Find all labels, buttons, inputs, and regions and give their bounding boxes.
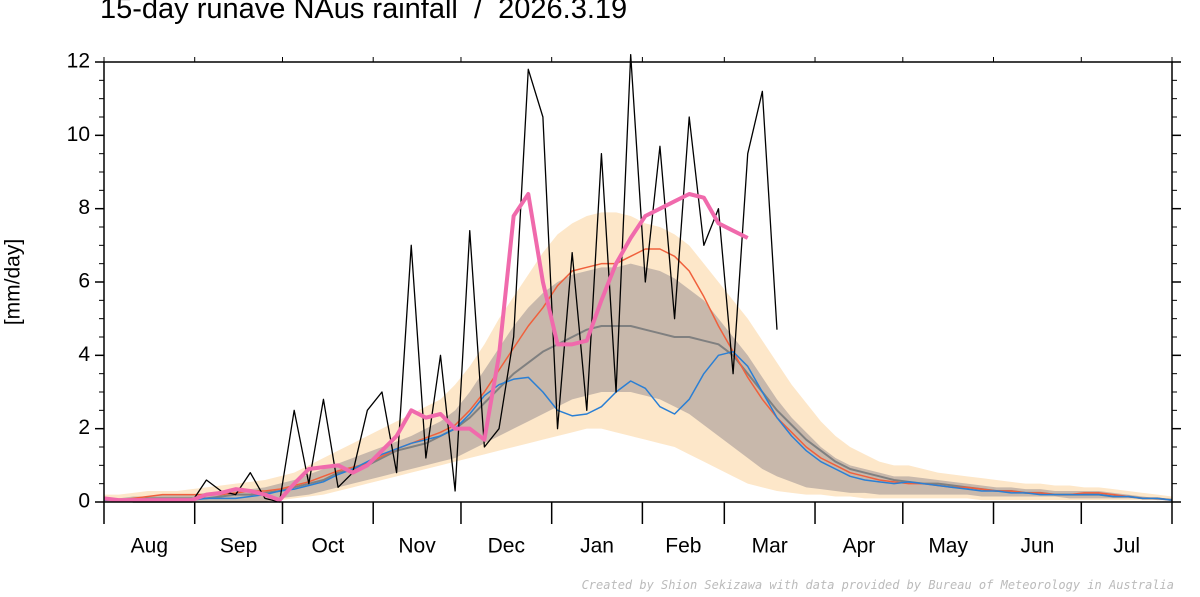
credit: Created by Shion Sekizawa with data prov… <box>582 578 1174 592</box>
y-tick-label: 8 <box>78 196 90 219</box>
x-tick-label: May <box>928 535 968 558</box>
x-tick-label: Feb <box>665 535 701 558</box>
y-tick-label: 12 <box>67 50 90 73</box>
series-line <box>103 192 749 503</box>
y-tick-label: 10 <box>67 123 90 146</box>
x-tick-label: Mar <box>752 535 788 558</box>
x-tick-label: Nov <box>398 535 436 558</box>
x-tick-label: Oct <box>312 535 345 558</box>
y-tick-label: 2 <box>78 416 90 439</box>
y-tick-label: 6 <box>78 270 90 293</box>
x-tick-label: Jul <box>1113 535 1140 558</box>
x-tick-label: Dec <box>488 535 525 558</box>
x-tick-label: Apr <box>843 535 876 558</box>
x-tick-label: Jan <box>580 535 614 558</box>
chart-title: 15-day runave NAus rainfall / 2026.3.19 <box>100 0 627 25</box>
x-tick-label: Aug <box>131 535 168 558</box>
y-tick-label: 0 <box>78 490 90 513</box>
series-line <box>103 54 778 503</box>
x-tick-label: Jun <box>1020 535 1054 558</box>
y-tick-label: 4 <box>78 343 90 366</box>
percentile-band <box>104 263 1172 502</box>
x-tick-label: Sep <box>220 535 257 558</box>
y-axis-label: [mm/day] <box>2 239 25 325</box>
